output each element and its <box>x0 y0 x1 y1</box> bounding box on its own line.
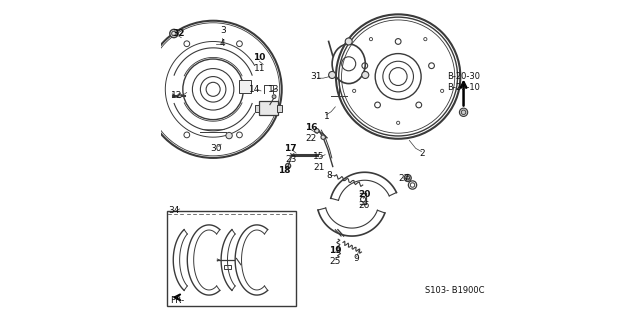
Text: 14: 14 <box>249 85 260 94</box>
Text: 2: 2 <box>419 149 425 158</box>
Text: 8: 8 <box>326 171 332 180</box>
Text: 1: 1 <box>324 112 330 121</box>
Bar <box>224 265 231 269</box>
Text: 21: 21 <box>313 163 324 172</box>
Text: 10: 10 <box>253 53 266 62</box>
Text: 26: 26 <box>358 201 370 210</box>
Text: 13: 13 <box>268 85 280 94</box>
Text: 25: 25 <box>330 257 341 266</box>
Circle shape <box>362 71 369 78</box>
Text: 19: 19 <box>329 246 342 255</box>
Text: 34: 34 <box>168 206 180 215</box>
Circle shape <box>321 135 325 139</box>
Text: 3: 3 <box>220 26 225 35</box>
Text: 4: 4 <box>220 39 225 48</box>
Circle shape <box>272 95 276 99</box>
Circle shape <box>404 174 412 182</box>
Text: B-20-30: B-20-30 <box>447 72 480 81</box>
Text: 23: 23 <box>285 155 296 164</box>
Circle shape <box>285 163 291 168</box>
Text: 15: 15 <box>313 152 324 161</box>
Text: B-29-10: B-29-10 <box>447 83 480 92</box>
Text: 18: 18 <box>278 166 291 175</box>
Circle shape <box>178 94 182 98</box>
Text: 17: 17 <box>284 144 297 153</box>
Circle shape <box>170 29 178 38</box>
Circle shape <box>345 38 352 45</box>
Circle shape <box>460 108 468 116</box>
Bar <box>277 105 282 112</box>
Text: 20: 20 <box>358 190 370 199</box>
Bar <box>167 211 296 306</box>
Circle shape <box>328 71 335 78</box>
Text: 30: 30 <box>211 144 222 153</box>
Text: FR-: FR- <box>170 296 184 305</box>
Text: 27: 27 <box>399 174 410 183</box>
Circle shape <box>226 132 232 139</box>
Circle shape <box>315 129 319 133</box>
Text: 22: 22 <box>305 134 317 143</box>
Bar <box>259 101 278 115</box>
Bar <box>255 105 259 112</box>
Text: 9: 9 <box>353 254 359 263</box>
Text: 16: 16 <box>305 123 317 132</box>
Bar <box>239 80 251 93</box>
Text: S103- B1900C: S103- B1900C <box>425 286 484 295</box>
Text: 12: 12 <box>172 91 183 100</box>
Text: 31: 31 <box>310 72 322 81</box>
Text: 11: 11 <box>253 64 265 73</box>
Text: 32: 32 <box>173 29 185 38</box>
